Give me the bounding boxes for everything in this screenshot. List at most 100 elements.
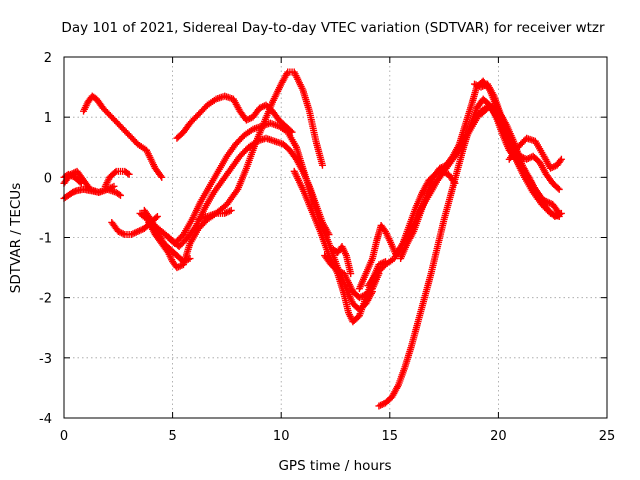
data-point — [158, 173, 166, 181]
data-point — [548, 164, 556, 172]
data-point — [124, 169, 132, 177]
data-point — [523, 155, 531, 163]
data-point — [77, 179, 85, 187]
series-track-22 — [477, 101, 563, 217]
data-point — [227, 206, 235, 214]
x-tick-label: 20 — [490, 429, 507, 444]
data-point — [375, 402, 383, 410]
data-point — [484, 104, 492, 112]
data-point — [152, 214, 160, 222]
x-tick-label: 25 — [599, 429, 616, 444]
x-tick-label: 0 — [60, 429, 68, 444]
series-track-10 — [164, 119, 376, 314]
data-point — [222, 209, 230, 217]
data-point — [76, 178, 84, 186]
data-point — [485, 103, 493, 111]
data-point — [118, 229, 126, 237]
data-point — [375, 261, 383, 269]
data-point — [337, 268, 345, 276]
data-point — [115, 190, 123, 198]
data-point — [472, 81, 480, 89]
x-tick-label: 5 — [168, 429, 176, 444]
data-point — [477, 83, 485, 91]
axis-tick-labels: 0 5 10 15 20 25 -4 -3 -2 -1 0 1 2 — [39, 51, 615, 444]
data-point — [288, 128, 296, 136]
data-point — [355, 294, 363, 302]
data-point — [541, 197, 549, 205]
y-tick-label: 1 — [44, 111, 52, 126]
data-point — [153, 212, 161, 220]
data-point — [173, 264, 181, 272]
data-point — [110, 182, 118, 190]
data-point — [545, 199, 553, 207]
data-point — [108, 183, 116, 191]
series-track-11 — [173, 92, 296, 142]
data-point — [377, 401, 385, 409]
data-point — [537, 195, 545, 203]
series-track-16 — [355, 167, 459, 293]
data-point — [127, 230, 135, 238]
data-point — [544, 198, 552, 206]
data-point — [116, 228, 124, 236]
data-point — [357, 293, 365, 301]
data-point — [125, 170, 133, 178]
data-point — [68, 172, 76, 180]
y-tick-label: -4 — [39, 412, 52, 427]
y-tick-label: 0 — [44, 171, 52, 186]
data-point — [105, 185, 113, 193]
data-point — [556, 157, 564, 165]
data-point — [474, 82, 482, 90]
data-point — [359, 292, 367, 300]
data-point — [224, 208, 232, 216]
data-point — [242, 116, 250, 124]
data-point — [137, 226, 145, 234]
data-point — [334, 267, 342, 275]
series-track-4 — [60, 170, 85, 187]
series-track-1 — [80, 92, 166, 181]
data-point — [114, 227, 122, 235]
x-tick-label: 10 — [273, 429, 290, 444]
data-point — [132, 228, 140, 236]
data-point — [135, 227, 143, 235]
data-point — [547, 164, 555, 172]
data-point — [436, 164, 444, 172]
data-point — [554, 208, 562, 216]
data-point — [318, 161, 326, 169]
data-point — [246, 115, 254, 123]
data-point — [335, 267, 343, 275]
data-point — [64, 170, 72, 178]
plot-frame — [63, 56, 608, 419]
data-point — [557, 155, 565, 163]
data-point — [221, 209, 229, 217]
data-point — [157, 172, 165, 180]
data-point — [551, 212, 559, 220]
data-points — [60, 68, 565, 410]
data-point — [378, 400, 386, 408]
data-point — [66, 171, 74, 179]
data-point — [437, 164, 445, 172]
data-point — [129, 230, 137, 238]
data-point — [116, 191, 124, 199]
chart-title: Day 101 of 2021, Sidereal Day-to-day VTE… — [61, 20, 605, 36]
series-track-8 — [145, 206, 235, 272]
data-point — [107, 184, 115, 192]
data-point — [524, 155, 532, 163]
data-point — [536, 194, 544, 202]
data-point — [131, 229, 139, 237]
series-track-12 — [195, 68, 326, 223]
data-point — [287, 127, 295, 135]
data-point — [134, 227, 142, 235]
data-point — [539, 196, 547, 204]
y-tick-label: -1 — [39, 232, 52, 247]
series-track-21 — [505, 134, 565, 172]
data-point — [176, 262, 184, 270]
data-point — [555, 185, 563, 193]
y-axis-label: SDTVAR / TECUs — [8, 183, 24, 293]
series-track-5 — [101, 167, 133, 190]
data-point — [119, 230, 127, 238]
grid — [64, 57, 607, 418]
data-point — [255, 104, 263, 112]
data-point — [439, 163, 447, 171]
data-point — [542, 197, 550, 205]
